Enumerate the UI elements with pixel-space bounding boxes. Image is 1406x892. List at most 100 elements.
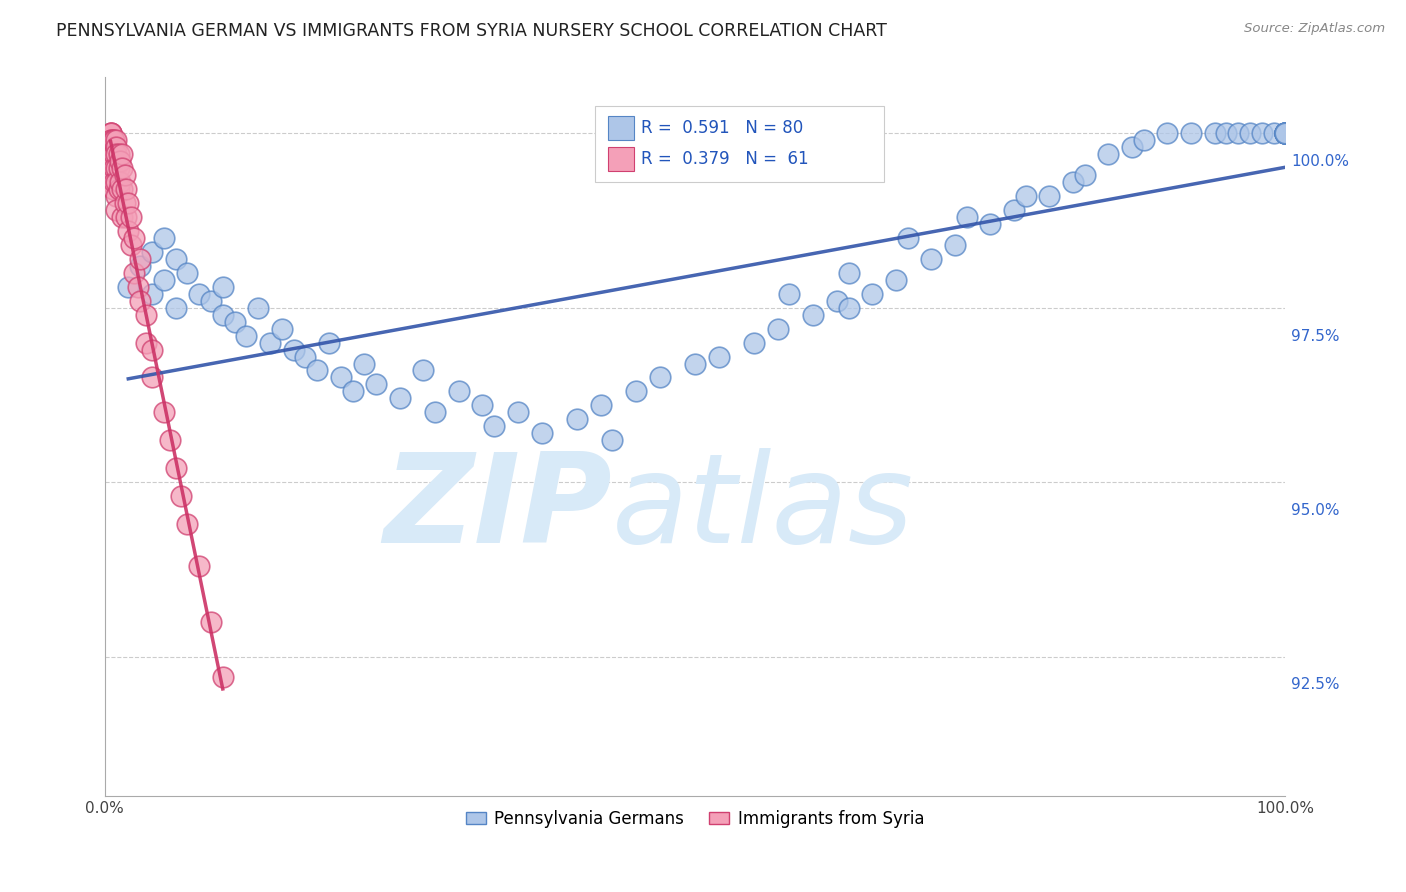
Point — [1215, 126, 1237, 140]
Point — [447, 384, 470, 399]
Point — [120, 210, 142, 224]
Point — [111, 182, 134, 196]
Point — [100, 126, 122, 140]
Text: 95.0%: 95.0% — [1291, 503, 1340, 518]
Text: Source: ZipAtlas.com: Source: ZipAtlas.com — [1244, 22, 1385, 36]
Point — [135, 308, 157, 322]
Point — [105, 140, 128, 154]
Point — [1180, 126, 1202, 140]
Point — [1204, 126, 1226, 140]
Point — [135, 335, 157, 350]
Point — [1274, 126, 1296, 140]
Point — [200, 293, 222, 308]
Point — [329, 370, 352, 384]
Point — [471, 398, 494, 412]
Point — [259, 335, 281, 350]
Point — [1274, 126, 1296, 140]
Point — [283, 343, 305, 357]
Point — [506, 405, 529, 419]
Point — [103, 161, 125, 176]
Point — [920, 252, 942, 266]
Point — [425, 405, 447, 419]
Point — [165, 461, 187, 475]
Point — [342, 384, 364, 399]
Point — [170, 489, 193, 503]
Point — [101, 133, 124, 147]
Point — [200, 615, 222, 629]
Point — [114, 196, 136, 211]
Point — [101, 154, 124, 169]
Point — [105, 161, 128, 176]
Point — [117, 196, 139, 211]
Point — [127, 279, 149, 293]
Point — [742, 335, 765, 350]
Point — [176, 266, 198, 280]
Point — [103, 133, 125, 147]
Point — [108, 175, 131, 189]
Point — [105, 147, 128, 161]
Point — [1014, 189, 1036, 203]
Point — [141, 286, 163, 301]
Point — [766, 321, 789, 335]
Point — [100, 126, 122, 140]
Point — [108, 161, 131, 176]
Point — [1097, 147, 1119, 161]
Point — [1263, 126, 1285, 140]
Point — [105, 189, 128, 203]
Point — [103, 147, 125, 161]
Point — [1038, 189, 1060, 203]
Point — [188, 286, 211, 301]
Point — [1274, 126, 1296, 140]
Point — [211, 308, 233, 322]
Point — [1274, 126, 1296, 140]
Point — [1274, 126, 1296, 140]
Point — [224, 315, 246, 329]
Point — [270, 321, 292, 335]
Point — [114, 168, 136, 182]
Point — [101, 182, 124, 196]
Point — [100, 133, 122, 147]
Point — [152, 273, 174, 287]
Point — [129, 259, 152, 273]
Point — [1156, 126, 1178, 140]
Point — [100, 140, 122, 154]
Point — [120, 238, 142, 252]
Point — [122, 266, 145, 280]
Point — [108, 154, 131, 169]
Point — [1227, 126, 1250, 140]
Point — [683, 357, 706, 371]
Point — [707, 350, 730, 364]
Point — [105, 175, 128, 189]
Point — [1274, 126, 1296, 140]
Point — [648, 370, 671, 384]
Point — [101, 147, 124, 161]
Point — [624, 384, 647, 399]
Point — [105, 133, 128, 147]
Point — [101, 140, 124, 154]
Point — [294, 350, 316, 364]
Point — [152, 231, 174, 245]
Point — [837, 266, 859, 280]
Point — [111, 147, 134, 161]
Point — [1002, 202, 1025, 217]
Text: 100.0%: 100.0% — [1291, 154, 1350, 169]
Point — [111, 161, 134, 176]
Text: atlas: atlas — [613, 448, 914, 569]
Text: R =  0.379   N =  61: R = 0.379 N = 61 — [641, 150, 808, 168]
Text: R =  0.591   N = 80: R = 0.591 N = 80 — [641, 119, 803, 136]
Text: 92.5%: 92.5% — [1291, 678, 1340, 692]
Point — [530, 426, 553, 441]
Point — [1250, 126, 1272, 140]
Point — [101, 168, 124, 182]
Text: ZIP: ZIP — [384, 448, 613, 569]
Point — [860, 286, 883, 301]
Point — [1274, 126, 1296, 140]
Point — [1132, 133, 1154, 147]
Point — [1239, 126, 1261, 140]
Point — [1062, 175, 1084, 189]
Point — [108, 182, 131, 196]
Point — [129, 293, 152, 308]
Point — [955, 210, 977, 224]
Point — [825, 293, 848, 308]
Text: 97.5%: 97.5% — [1291, 328, 1340, 343]
